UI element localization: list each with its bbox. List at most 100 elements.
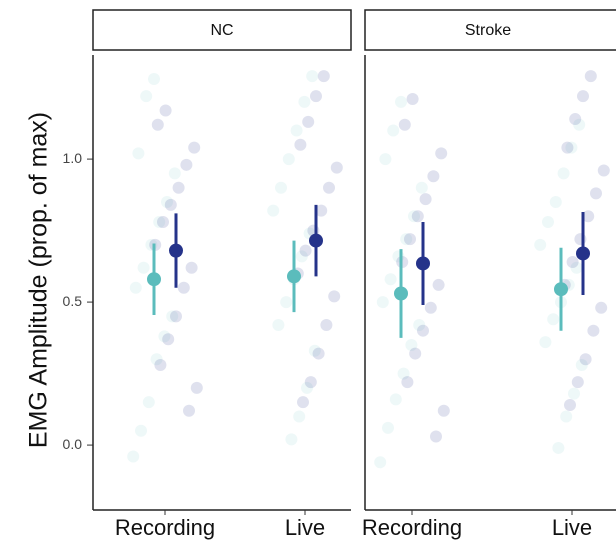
raw-point bbox=[415, 181, 428, 194]
raw-point bbox=[379, 153, 392, 166]
raw-point bbox=[432, 278, 445, 291]
raw-point bbox=[564, 399, 576, 412]
mean-point bbox=[287, 269, 301, 284]
raw-point bbox=[177, 281, 190, 294]
raw-point bbox=[158, 330, 171, 343]
raw-point bbox=[290, 124, 303, 137]
raw-point bbox=[566, 256, 579, 269]
strip bbox=[364, 9, 616, 51]
raw-point bbox=[129, 281, 142, 294]
raw-point bbox=[406, 93, 419, 106]
raw-point bbox=[595, 301, 608, 314]
raw-point bbox=[547, 313, 560, 326]
raw-point bbox=[298, 95, 311, 108]
mean-point bbox=[576, 246, 590, 261]
raw-point bbox=[157, 216, 169, 229]
raw-point bbox=[437, 404, 450, 417]
raw-point bbox=[159, 104, 172, 117]
raw-point bbox=[571, 376, 584, 389]
strip-title: NC bbox=[210, 22, 233, 39]
raw-point bbox=[575, 359, 588, 372]
raw-point bbox=[185, 261, 198, 274]
raw-point bbox=[584, 70, 597, 83]
raw-point bbox=[542, 216, 554, 229]
raw-point bbox=[315, 204, 328, 217]
raw-point bbox=[539, 336, 552, 349]
raw-point bbox=[534, 238, 547, 251]
raw-point bbox=[285, 433, 298, 446]
raw-point bbox=[162, 333, 175, 346]
raw-point bbox=[409, 347, 422, 360]
raw-point bbox=[411, 210, 424, 223]
raw-point bbox=[569, 113, 582, 126]
raw-point bbox=[183, 404, 195, 417]
mean-point bbox=[147, 272, 161, 287]
raw-point bbox=[308, 344, 321, 357]
raw-point bbox=[154, 359, 167, 372]
raw-point bbox=[170, 310, 182, 323]
raw-point bbox=[317, 70, 330, 83]
raw-point bbox=[135, 424, 147, 437]
raw-point bbox=[561, 141, 574, 154]
raw-point bbox=[140, 90, 153, 103]
raw-point bbox=[272, 318, 285, 331]
raw-point bbox=[310, 90, 322, 103]
raw-point bbox=[552, 441, 565, 454]
mean-point bbox=[309, 233, 323, 248]
raw-point bbox=[295, 250, 308, 263]
raw-point bbox=[582, 210, 595, 223]
raw-point bbox=[579, 353, 592, 366]
x-tick-label: Live bbox=[552, 515, 592, 540]
raw-point bbox=[304, 376, 317, 389]
raw-point bbox=[587, 324, 600, 337]
raw-point bbox=[275, 181, 287, 194]
raw-point bbox=[330, 161, 343, 174]
raw-point bbox=[384, 273, 397, 286]
raw-point bbox=[573, 118, 586, 131]
raw-point bbox=[323, 181, 335, 194]
y-tick-label: 0.0 bbox=[63, 436, 83, 452]
raw-point bbox=[151, 118, 164, 131]
raw-point bbox=[280, 296, 293, 309]
raw-point bbox=[430, 430, 442, 443]
raw-point bbox=[401, 376, 414, 389]
raw-point bbox=[301, 381, 313, 394]
strip-title: Stroke bbox=[465, 22, 511, 39]
raw-point bbox=[560, 410, 573, 423]
x-tick-label: Recording bbox=[362, 515, 462, 540]
raw-point bbox=[293, 410, 306, 423]
raw-point bbox=[590, 187, 602, 200]
raw-point bbox=[312, 347, 325, 360]
raw-point bbox=[557, 167, 570, 180]
raw-point bbox=[302, 115, 315, 128]
raw-point bbox=[413, 318, 426, 331]
raw-point bbox=[400, 233, 413, 246]
raw-point bbox=[142, 396, 155, 409]
raw-point bbox=[435, 147, 448, 160]
y-tick-label: 0.5 bbox=[63, 293, 83, 309]
mean-point bbox=[416, 256, 430, 271]
strip bbox=[92, 9, 352, 51]
y-tick-label: 1.0 bbox=[63, 150, 83, 166]
raw-point bbox=[188, 141, 201, 154]
raw-point bbox=[427, 170, 440, 183]
raw-point bbox=[127, 450, 140, 463]
raw-point bbox=[132, 147, 145, 160]
raw-point bbox=[148, 73, 160, 86]
raw-point bbox=[297, 396, 309, 409]
raw-point bbox=[395, 95, 407, 108]
raw-point bbox=[424, 301, 437, 314]
raw-point bbox=[294, 138, 307, 151]
y-axis-label: EMG Amplitude (prop. of max) bbox=[25, 112, 53, 448]
raw-point bbox=[405, 338, 418, 351]
raw-point bbox=[397, 367, 410, 380]
mean-point bbox=[169, 243, 183, 258]
x-tick-label: Live bbox=[285, 515, 325, 540]
raw-point bbox=[549, 195, 562, 208]
mean-point bbox=[394, 286, 408, 301]
raw-point bbox=[137, 261, 150, 274]
raw-point bbox=[408, 210, 420, 223]
raw-point bbox=[306, 70, 319, 83]
raw-point bbox=[168, 167, 181, 180]
